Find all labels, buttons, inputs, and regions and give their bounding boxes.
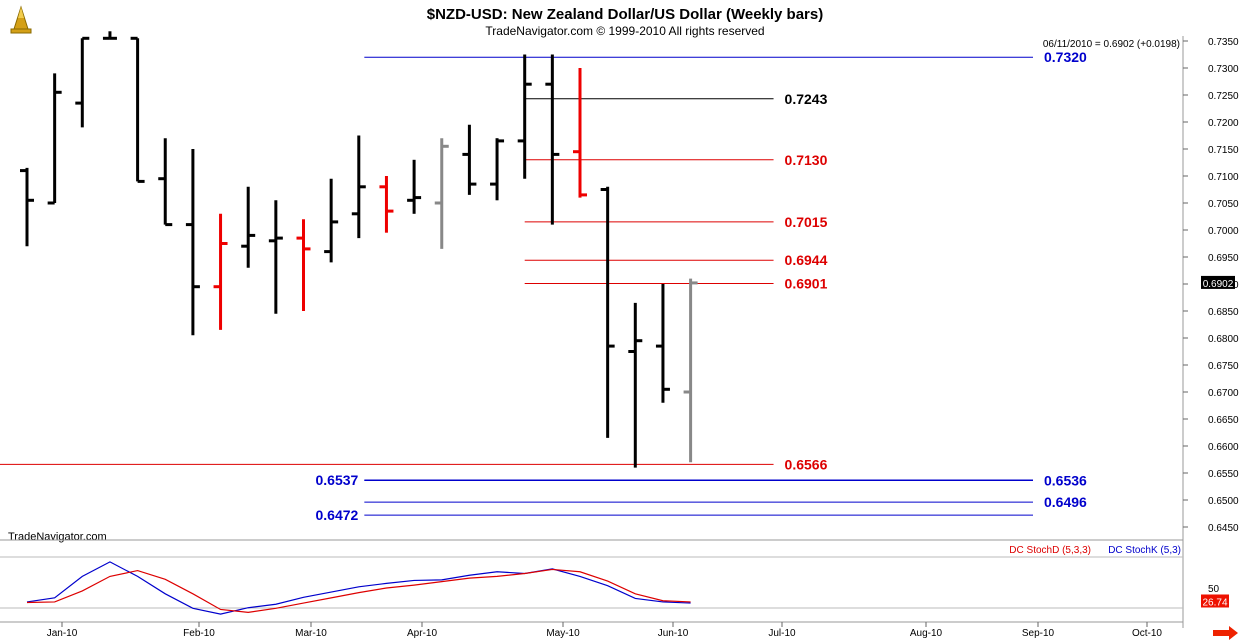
- y-tick-label: 0.6850: [1208, 307, 1239, 318]
- stoch-legend-item: DC StochD (5,3,3): [1009, 545, 1091, 556]
- stoch-legend-item: DC StochK (5,3): [1108, 545, 1181, 556]
- y-tick-label: 0.6600: [1208, 442, 1239, 453]
- price-bar: [241, 186, 256, 268]
- stoch-value-label: 26.74: [1202, 597, 1227, 608]
- y-tick-label: 0.7050: [1208, 199, 1239, 210]
- price-bar: [158, 138, 173, 227]
- stochastic-pane: DC StochD (5,3,3) DC StochK (5,3) 50 26.74: [26, 545, 1229, 615]
- y-axis-ticks: 0.7350 0.7300 0.7250 0.7200 0.7150 0.7100 0.70…: [1183, 37, 1239, 534]
- levels-layer: 0.7320 0.7243 0.7130 0.7015 0.6944 0.6901 0.65…: [0, 49, 1087, 523]
- last-bar-info: 06/11/2010 = 0.6902 (+0.0198): [1043, 39, 1180, 50]
- price-bar: [75, 36, 90, 128]
- y-tick-label: 0.7000: [1208, 226, 1239, 237]
- x-tick-label: Jun-10: [658, 628, 689, 639]
- price-bar: [324, 178, 339, 263]
- y-tick-label: 0.6950: [1208, 253, 1239, 264]
- y-tick-label: 0.7100: [1208, 172, 1239, 183]
- watermark-text: TradeNavigator.com: [8, 531, 107, 543]
- x-tick-label: Jan-10: [47, 628, 78, 639]
- price-bar: [407, 159, 422, 214]
- y-tick-label: 0.7300: [1208, 64, 1239, 75]
- stoch-y-tick-label: 50: [1208, 584, 1220, 595]
- price-bar: [296, 219, 311, 311]
- level-label: 0.6536: [1044, 473, 1087, 489]
- x-tick-label: Feb-10: [183, 628, 215, 639]
- x-tick-label: Aug-10: [910, 628, 943, 639]
- price-bar: [462, 124, 477, 195]
- price-bar: [379, 176, 394, 233]
- level-label: 0.7320: [1044, 49, 1087, 65]
- y-tick-label: 0.6550: [1208, 469, 1239, 480]
- y-tick-label: 0.6800: [1208, 334, 1239, 345]
- level-label: 0.6472: [316, 507, 359, 523]
- price-bar: [600, 186, 615, 438]
- chart-title: $NZD-USD: New Zealand Dollar/US Dollar (…: [427, 6, 823, 23]
- x-tick-label: Apr-10: [407, 628, 437, 639]
- price-bar: [47, 73, 62, 205]
- y-tick-label: 0.7350: [1208, 37, 1239, 48]
- price-bar: [655, 284, 670, 403]
- level-label: 0.6496: [1044, 494, 1087, 510]
- x-tick-label: Sep-10: [1022, 628, 1055, 639]
- price-bar: [268, 200, 283, 314]
- level-label: 0.7130: [785, 152, 828, 168]
- level-label: 0.6944: [785, 252, 828, 268]
- last-price-marker: 0.6902: [1201, 275, 1235, 290]
- y-tick-label: 0.6700: [1208, 388, 1239, 399]
- price-bar: [102, 31, 117, 40]
- price-bar: [130, 36, 145, 183]
- trade-navigator-logo-icon: [10, 5, 32, 34]
- level-label: 0.6901: [785, 275, 828, 291]
- x-tick-label: Oct-10: [1132, 628, 1162, 639]
- price-bar: [20, 167, 34, 247]
- scroll-right-arrow-icon[interactable]: [1210, 625, 1240, 641]
- price-bar: [545, 54, 560, 225]
- y-tick-label: 0.7200: [1208, 118, 1239, 129]
- y-tick-label: 0.6650: [1208, 415, 1239, 426]
- price-bar: [517, 54, 532, 179]
- price-bar: [351, 135, 366, 239]
- level-label: 0.6566: [785, 456, 828, 472]
- x-tick-label: Jul-10: [768, 628, 796, 639]
- price-bar: [213, 213, 228, 330]
- stoch-line-1: [26, 568, 691, 613]
- level-label: 0.7243: [785, 91, 828, 107]
- x-tick-label: May-10: [546, 628, 580, 639]
- x-axis-ticks: Jan-10 Feb-10 Mar-10 Apr-10 May-10 Jun-10 Jul-…: [47, 622, 1162, 639]
- level-label: 0.7015: [785, 214, 828, 230]
- price-bar: [490, 138, 505, 201]
- last-price-label: 0.6902: [1203, 279, 1234, 290]
- level-label: 0.6537: [316, 472, 359, 488]
- price-bar: [434, 138, 449, 249]
- y-tick-label: 0.6450: [1208, 523, 1239, 534]
- copyright-text: TradeNavigator.com © 1999-2010 All right…: [485, 24, 764, 38]
- x-tick-label: Mar-10: [295, 628, 327, 639]
- price-bars-layer: [20, 31, 698, 468]
- stoch-value-box: [1201, 594, 1229, 608]
- price-bar: [628, 302, 643, 468]
- price-bar: [185, 149, 200, 336]
- price-bar: [573, 68, 587, 198]
- y-tick-label: 0.6750: [1208, 361, 1239, 372]
- y-tick-label: 0.7250: [1208, 91, 1239, 102]
- stoch-line-0: [26, 561, 691, 615]
- y-tick-label: 0.6500: [1208, 496, 1239, 507]
- y-tick-label: 0.7150: [1208, 145, 1239, 156]
- price-bar: [683, 278, 698, 463]
